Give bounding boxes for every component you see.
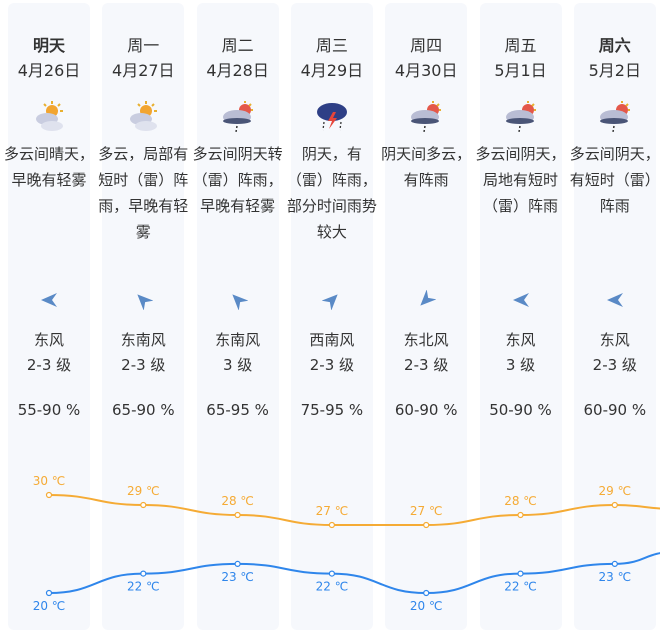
- wind-direction: 东南风: [215, 331, 261, 349]
- humidity: 50-90 %: [489, 401, 552, 419]
- thunderstorm-icon: [316, 103, 347, 131]
- wind-direction: 东风: [599, 331, 630, 349]
- weather-description: 阴天，有（雷）阵雨，部分时间雨势较大: [286, 145, 377, 241]
- day-card: 周六 5月2日 多云间阴天，有短时（雷）阵雨 东风 2-3 级 60-90 %: [570, 3, 660, 630]
- wind-direction: 西南风: [309, 331, 355, 349]
- date-label: 5月2日: [588, 61, 641, 80]
- day-card: 周二 4月28日 多云间阴天转（雷）阵雨，早晚有轻雾 东南风 3 级 65-95…: [193, 3, 283, 630]
- date-label: 4月28日: [206, 61, 269, 80]
- partly-cloudy-icon: [36, 101, 63, 131]
- day-label: 明天: [32, 36, 65, 55]
- wind-direction: 东南风: [120, 331, 166, 349]
- wind-level: 3 级: [505, 356, 536, 374]
- wind-direction-icon: [137, 294, 154, 310]
- humidity: 65-95 %: [206, 401, 269, 419]
- wind-direction-icon: [41, 293, 57, 307]
- humidity: 60-90 %: [394, 401, 458, 419]
- wind-level: 2-3 级: [404, 356, 449, 374]
- wind-direction: 东风: [33, 331, 64, 349]
- date-label: 4月26日: [17, 61, 81, 80]
- weather-description: 多云间阴天，有短时（雷）阵雨: [569, 145, 660, 215]
- date-label: 4月29日: [300, 61, 364, 80]
- day-card: 周三 4月29日 阴天，有（雷）阵雨，部分时间雨势较大 西南风 2-3 级 75…: [287, 3, 377, 630]
- day-card: 周四 4月30日 阴天间多云，有阵雨 东北风 2-3 级 60-90 %: [381, 3, 471, 630]
- day-card: 周五 5月1日 多云间阴天，局地有短时（雷）阵雨 东风 3 级 50-90 %: [475, 3, 566, 630]
- day-label: 周六: [598, 36, 631, 55]
- weather-description: 多云间阴天，局地有短时（雷）阵雨: [475, 145, 566, 215]
- day-label: 周五: [504, 36, 537, 55]
- day-label: 周一: [127, 36, 160, 55]
- shower-icon: [222, 101, 253, 133]
- humidity: 65-90 %: [111, 401, 175, 419]
- wind-direction-icon: [420, 290, 437, 306]
- wind-direction-icon: [231, 294, 248, 310]
- weather-description: 多云间晴天，早晚有轻雾: [3, 145, 94, 189]
- humidity: 55-90 %: [17, 401, 81, 419]
- wind-direction-icon: [512, 293, 529, 307]
- wind-level: 2-3 级: [26, 356, 72, 374]
- weather-description: 多云间阴天转（雷）阵雨，早晚有轻雾: [192, 145, 283, 215]
- day-label: 周二: [221, 36, 254, 55]
- wind-direction: 东北风: [403, 331, 449, 349]
- wind-level: 3 级: [222, 356, 253, 374]
- day-label: 周四: [410, 36, 443, 55]
- humidity: 60-90 %: [583, 401, 647, 419]
- humidity: 75-95 %: [300, 401, 364, 419]
- day-label: 周三: [315, 36, 348, 55]
- day-card: 明天 4月26日 多云间晴天，早晚有轻雾 东风 2-3 级 55-90 %: [4, 3, 94, 630]
- day-card: 周一 4月27日 多云，局部有短时（雷）阵雨，早晚有轻雾 东南风 2-3 级 6…: [98, 3, 188, 630]
- wind-level: 2-3 级: [121, 356, 166, 374]
- wind-direction: 东风: [505, 331, 536, 349]
- wind-direction-icon: [321, 294, 338, 310]
- wind-direction-icon: [606, 293, 623, 307]
- shower-icon: [411, 101, 442, 133]
- wind-level: 2-3 级: [592, 356, 637, 374]
- wind-level: 2-3 级: [309, 356, 355, 374]
- date-label: 5月1日: [494, 61, 547, 80]
- shower-icon: [505, 101, 536, 133]
- shower-icon: [599, 101, 630, 133]
- date-label: 4月30日: [394, 61, 458, 80]
- weather-description: 阴天间多云，有阵雨: [381, 145, 472, 189]
- weather-description: 多云，局部有短时（雷）阵雨，早晚有轻雾: [98, 145, 189, 241]
- partly-cloudy-icon: [130, 101, 158, 131]
- date-label: 4月27日: [112, 61, 175, 80]
